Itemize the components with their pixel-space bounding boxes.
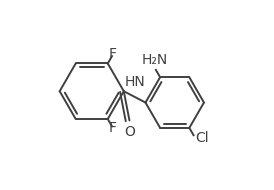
Text: HN: HN (124, 75, 145, 89)
Text: O: O (124, 125, 135, 139)
Text: F: F (109, 48, 117, 62)
Text: Cl: Cl (195, 131, 209, 145)
Text: F: F (109, 121, 117, 135)
Text: H₂N: H₂N (141, 53, 168, 67)
